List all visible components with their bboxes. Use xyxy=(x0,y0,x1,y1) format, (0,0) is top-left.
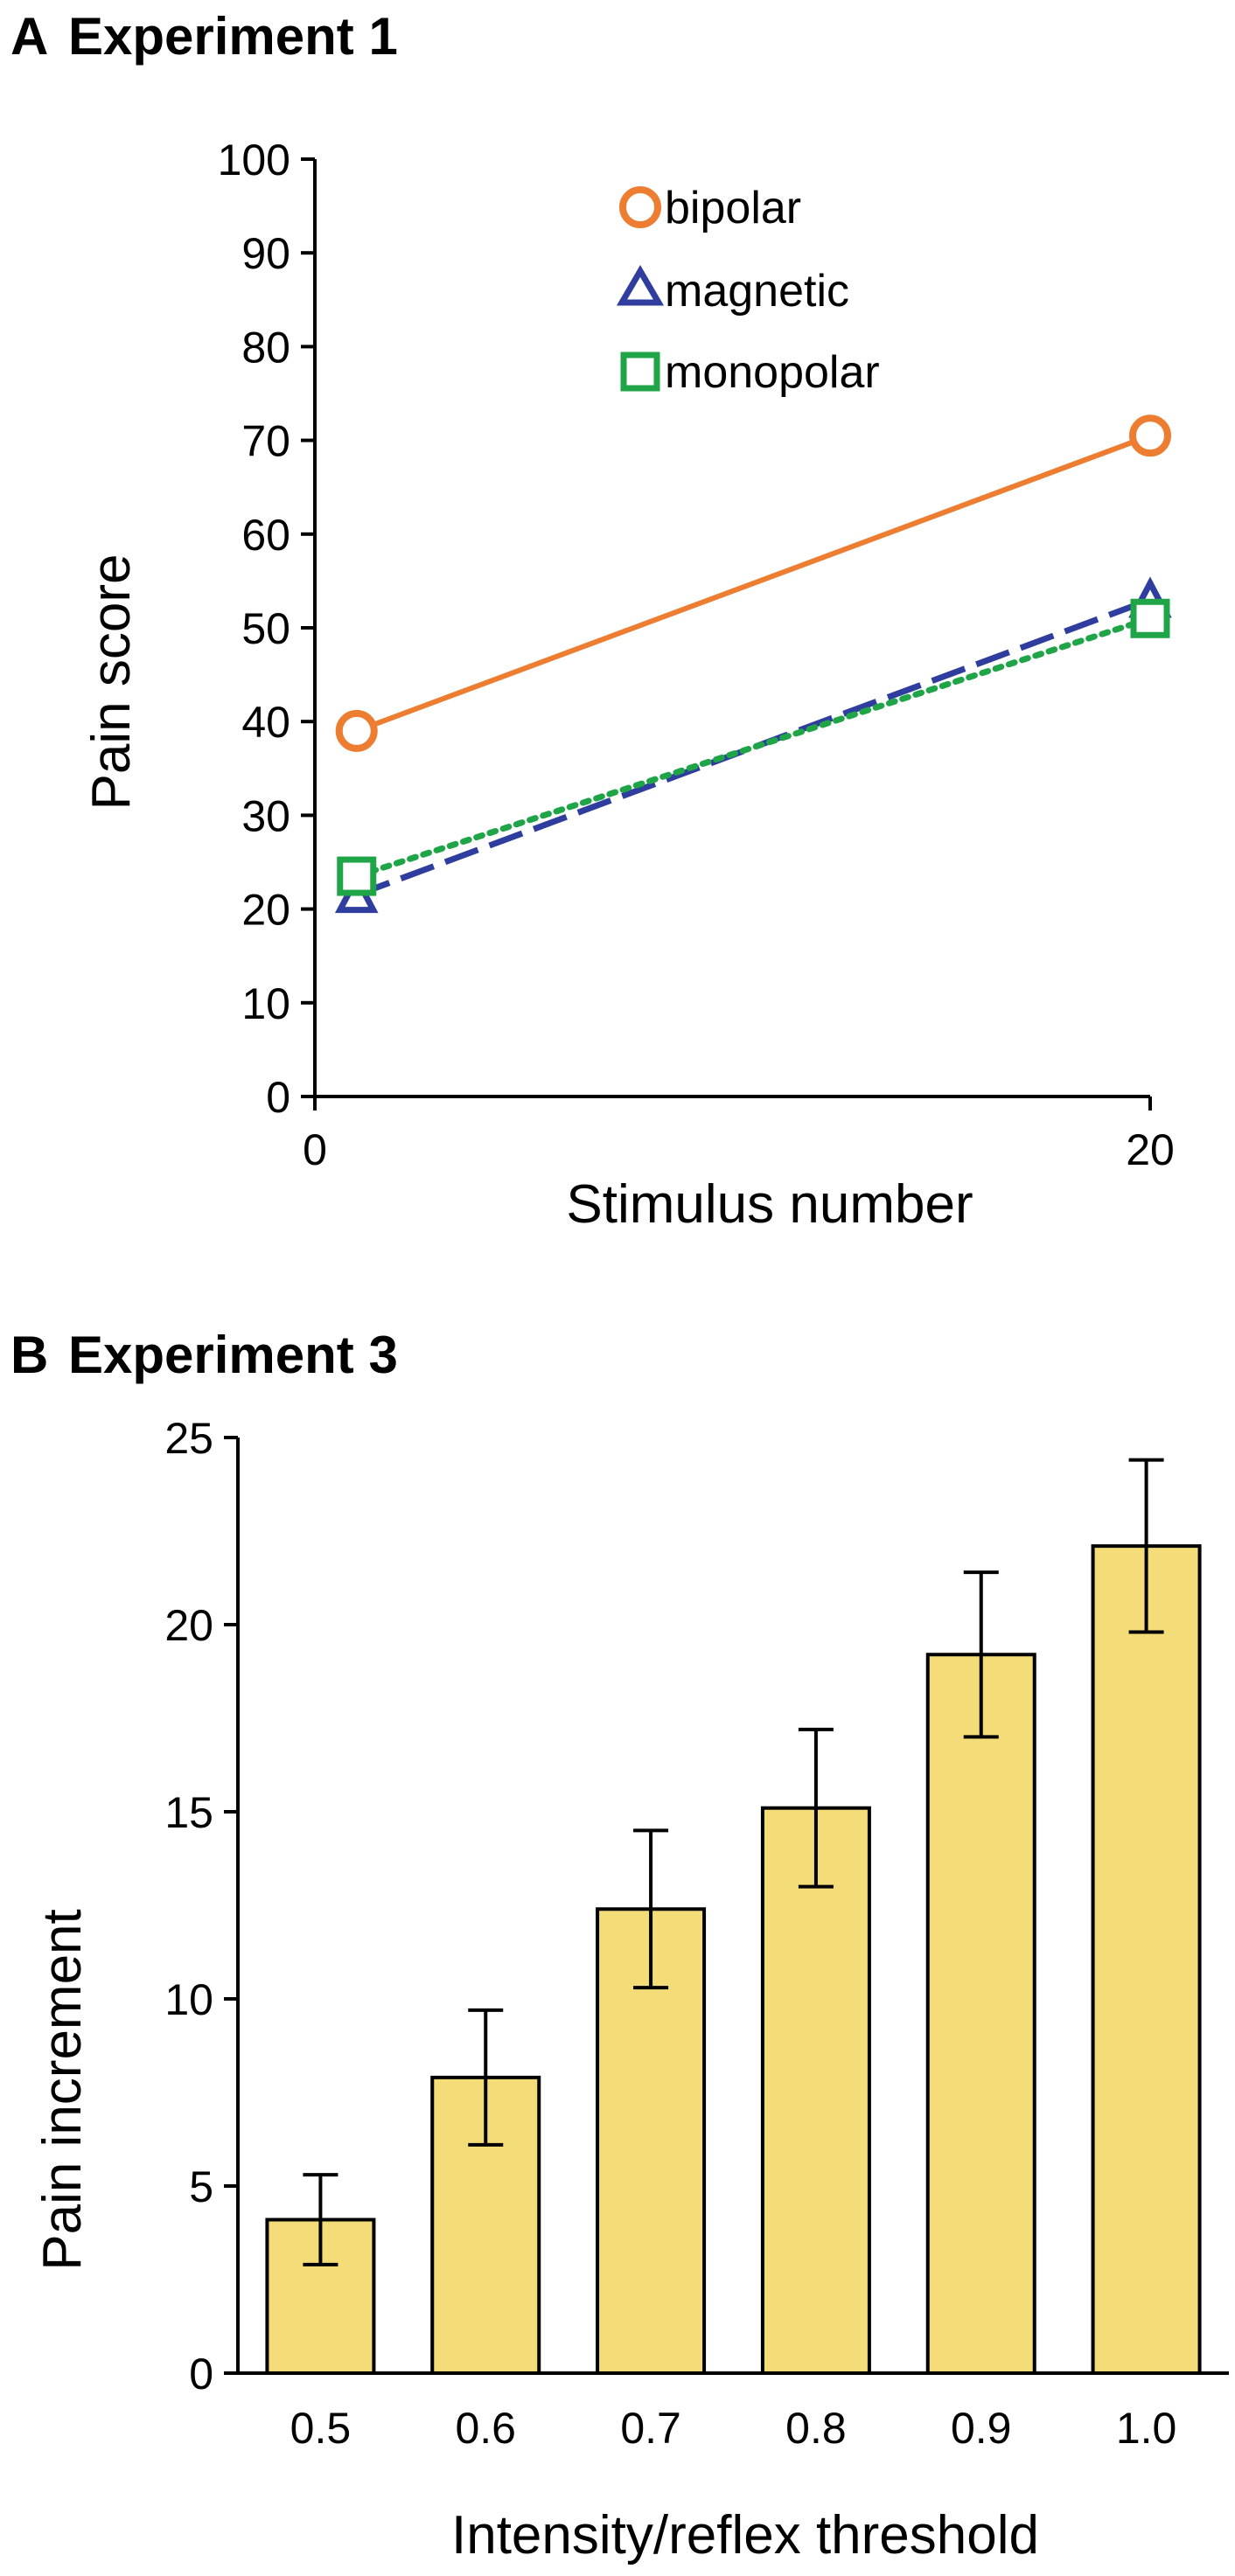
error-bar-1.0 xyxy=(1128,1458,1164,1634)
panel-b-y-tick-label: 10 xyxy=(164,1975,213,2024)
panel-a-y-ticks: 0 10 20 30 40 50 60 70 80 90 100 xyxy=(218,136,315,1122)
panel-a-y-axis-title: Pain score xyxy=(81,554,142,811)
panel-a-letter: A xyxy=(10,7,48,66)
data-point-bipolar-0 xyxy=(335,709,378,752)
panel-a-y-tick-label: 100 xyxy=(218,136,290,184)
panel-b-x-axis-title: Intensity/reflex threshold xyxy=(451,2505,1039,2566)
panel-b-x-tick-label: 0.6 xyxy=(455,2404,516,2453)
data-point-monopolar-1 xyxy=(1130,598,1170,638)
panel-b-x-tick-label: 0.9 xyxy=(951,2404,1012,2453)
panel-b-letter: B xyxy=(10,1326,48,1384)
panel-b: B Experiment 3 Pain increment Intensity/… xyxy=(10,1326,1229,2566)
panel-a-y-tick-label: 80 xyxy=(241,323,290,372)
panel-a-y-tick-label: 30 xyxy=(241,791,290,840)
panel-a-y-tick-label: 90 xyxy=(241,229,290,278)
series-monopolar xyxy=(337,598,1170,896)
panel-a-x-tick-label: 0 xyxy=(303,1125,327,1174)
legend-label-monopolar: monopolar xyxy=(665,347,880,398)
panel-a-series xyxy=(334,414,1172,914)
panel-a-y-tick-label: 10 xyxy=(241,979,290,1028)
legend-entry-magnetic: magnetic xyxy=(616,265,849,317)
bar-1.0 xyxy=(1091,1544,1202,2375)
panel-b-bars xyxy=(265,1544,1202,2376)
panel-a-y-tick-label: 70 xyxy=(241,417,290,466)
legend-label-magnetic: magnetic xyxy=(665,266,849,317)
panel-a-title: Experiment 1 xyxy=(68,7,398,66)
panel-b-y-axis-title: Pain increment xyxy=(32,1909,93,2271)
panel-b-x-tick-label: 0.5 xyxy=(290,2404,352,2453)
panel-b-y-tick-label: 5 xyxy=(189,2162,213,2211)
series-bipolar xyxy=(335,414,1171,752)
panel-a-y-tick-label: 60 xyxy=(241,511,290,560)
panel-a-x-tick-label: 20 xyxy=(1126,1125,1175,1174)
legend-entry-bipolar: bipolar xyxy=(619,183,801,233)
panel-b-y-tick-label: 20 xyxy=(164,1601,213,1650)
legend-marker-magnetic xyxy=(616,265,665,306)
legend-label-bipolar: bipolar xyxy=(665,183,801,233)
panel-b-y-tick-label: 0 xyxy=(189,2350,213,2398)
panel-b-x-ticks: 0.5 0.6 0.7 0.8 0.9 1.0 xyxy=(290,2404,1177,2453)
panel-b-x-tick-label: 0.8 xyxy=(785,2404,847,2453)
panel-b-x-tick-label: 0.7 xyxy=(620,2404,681,2453)
legend-marker-bipolar xyxy=(619,186,661,228)
data-point-monopolar-0 xyxy=(337,856,377,896)
bar-0.8 xyxy=(760,1806,871,2375)
series-line-bipolar xyxy=(355,433,1152,734)
error-bar-0.8 xyxy=(798,1727,834,1889)
panel-b-y-tick-label: 15 xyxy=(164,1788,213,1837)
panel-b-x-tick-label: 1.0 xyxy=(1116,2404,1177,2453)
panel-b-error-bars xyxy=(303,1458,1164,2266)
panel-b-title: Experiment 3 xyxy=(68,1326,398,1384)
panel-b-y-ticks: 0 5 10 15 20 25 xyxy=(164,1414,238,2398)
error-bar-0.9 xyxy=(963,1570,999,1739)
error-bar-0.6 xyxy=(468,2008,504,2147)
data-point-bipolar-1 xyxy=(1129,414,1171,457)
error-bar-0.5 xyxy=(303,2173,338,2266)
legend-entry-monopolar: monopolar xyxy=(620,347,880,398)
panel-a-y-tick-label: 50 xyxy=(241,604,290,653)
panel-b-y-tick-label: 25 xyxy=(164,1414,213,1463)
panel-b-axes xyxy=(236,1438,1229,2375)
panel-a: A Experiment 1 Pain score Stimulus numbe… xyxy=(10,7,1175,1235)
legend-marker-monopolar xyxy=(620,352,660,392)
series-line-monopolar xyxy=(353,615,1154,880)
panel-a-y-tick-label: 0 xyxy=(266,1073,290,1122)
panel-a-x-axis-title: Stimulus number xyxy=(566,1174,973,1235)
panel-a-y-tick-label: 40 xyxy=(241,698,290,747)
panel-a-x-ticks: 0 20 xyxy=(303,1097,1175,1174)
bar-0.9 xyxy=(925,1653,1036,2375)
error-bar-0.7 xyxy=(633,1828,669,1990)
panel-a-y-tick-label: 20 xyxy=(241,886,290,935)
panel-a-legend: bipolar magnetic monopolar xyxy=(616,183,880,398)
